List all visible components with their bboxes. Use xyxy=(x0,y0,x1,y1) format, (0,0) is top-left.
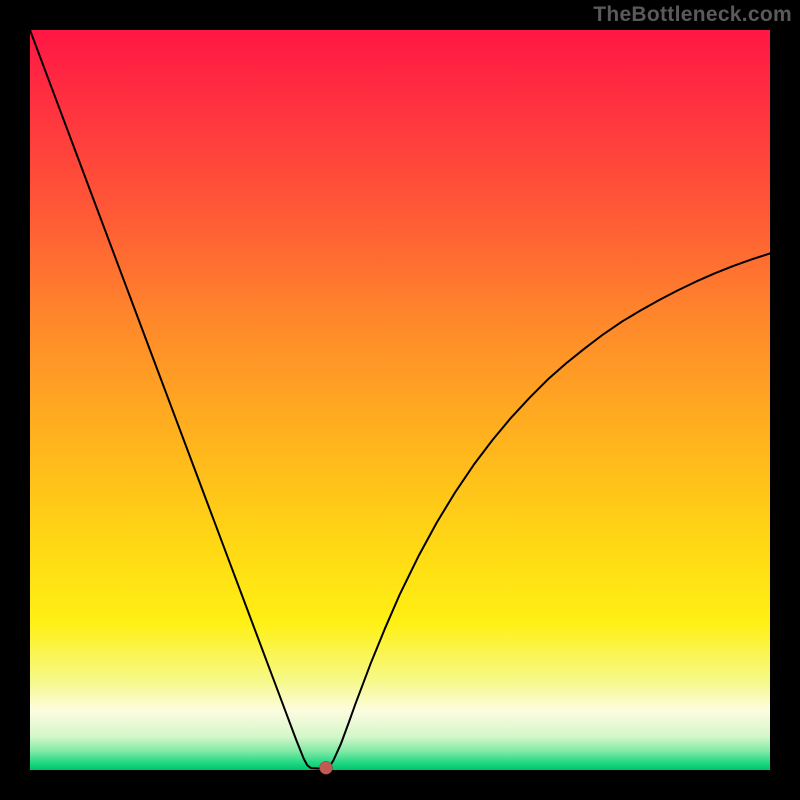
watermark-text: TheBottleneck.com xyxy=(593,3,792,27)
optimum-marker xyxy=(320,761,333,774)
plot-background xyxy=(30,30,770,770)
bottleneck-curve-chart xyxy=(0,0,800,800)
chart-container: { "watermark": { "text": "TheBottleneck.… xyxy=(0,0,800,800)
